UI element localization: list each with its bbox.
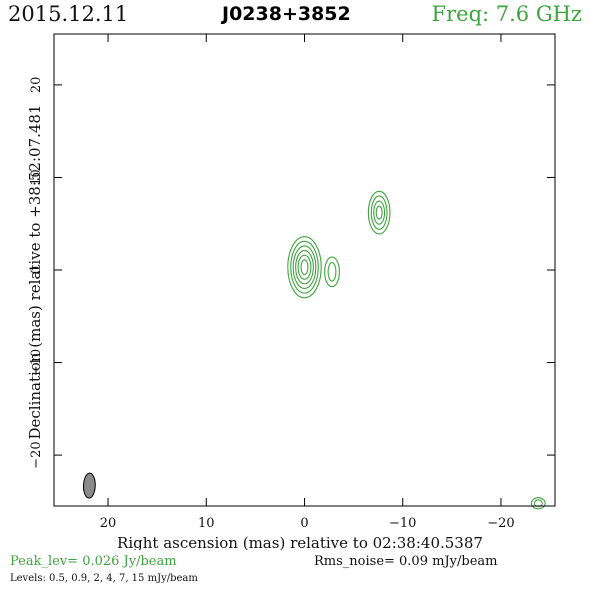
contour-c0-l5: [300, 259, 309, 276]
x-tick-label-4: −20: [487, 516, 514, 531]
contour-c1-l1: [327, 262, 337, 282]
beam-ellipse: [82, 472, 96, 499]
contour-group: [287, 190, 546, 510]
frequency-label: Freq: 7.6 GHz: [431, 2, 582, 26]
y-tick-label-3: −10: [29, 349, 44, 376]
contour-c2-l1: [370, 195, 388, 230]
x-axis-label: Right ascension (mas) relative to 02:38:…: [117, 534, 483, 550]
x-tick-label-1: 10: [198, 516, 215, 531]
contour-c2-l0: [367, 190, 391, 235]
contour-c0-l0: [287, 236, 322, 299]
y-tick-label-2: 0: [29, 266, 44, 274]
contour-c1-l0: [324, 256, 340, 288]
y-tick-label-1: 10: [29, 169, 44, 186]
contour-c2-l2: [373, 200, 386, 225]
source-name: J0238+3852: [222, 3, 351, 25]
contour-c0-l4: [297, 254, 312, 280]
rms-noise: Rms_noise= 0.09 mJy/beam: [314, 554, 498, 569]
contour-c2-l3: [375, 205, 383, 220]
contour-c0-l3: [295, 250, 314, 285]
contour-c0-l1: [290, 240, 319, 294]
y-axis-label: Declination (mas) relative to +38:52:07.…: [26, 104, 44, 439]
epoch-date: 2015.12.11: [8, 2, 129, 26]
contour-map: 20 10 0 −10 −20 20 10 0 −10 −20 Right ascension (…: [26, 33, 556, 550]
plot-frame: [53, 33, 556, 507]
y-tick-label-0: 20: [29, 77, 44, 94]
x-tick-label-2: 0: [300, 516, 308, 531]
beam-group: [82, 472, 96, 499]
tick-group: 20 10 0 −10 −20 20 10 0 −10 −20: [29, 34, 555, 531]
contour-c3-l0: [530, 497, 546, 510]
peak-level: Peak_lev= 0.026 Jy/beam: [10, 554, 177, 569]
contour-c0-l2: [292, 245, 317, 290]
contour-c3-l1: [533, 499, 543, 508]
contour-levels: Levels: 0.5, 0.9, 2, 4, 7, 15 mJy/beam: [10, 573, 198, 584]
x-tick-label-0: 20: [100, 516, 117, 531]
x-tick-label-3: −10: [389, 516, 416, 531]
y-tick-label-4: −20: [29, 441, 44, 468]
